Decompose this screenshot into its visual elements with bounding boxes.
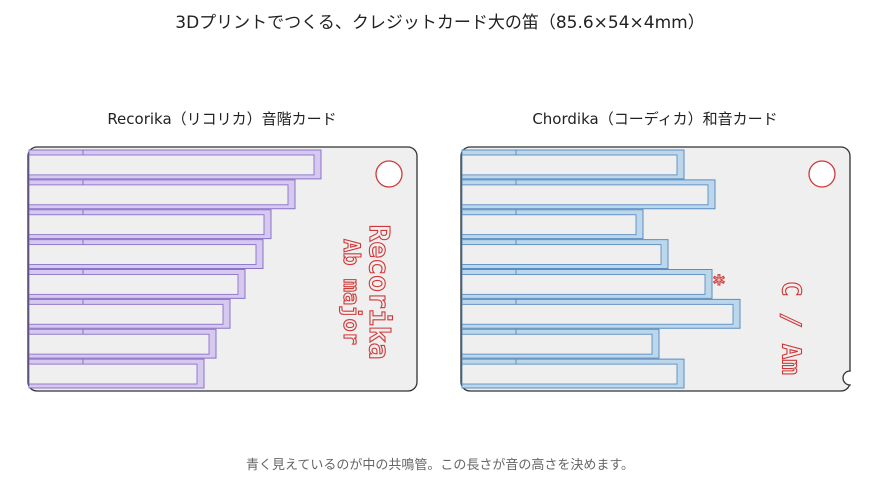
marker-symbol: * xyxy=(712,272,725,297)
resonator-tube xyxy=(461,239,669,269)
hanging-hole xyxy=(375,160,403,188)
card-label-secondary: Ab major xyxy=(338,239,363,345)
chordika-card: C / Am * xyxy=(460,146,859,392)
resonator-tube xyxy=(28,328,217,359)
resonator-tube xyxy=(28,358,205,389)
resonator-tube xyxy=(28,298,231,329)
card-caption-recorika: Recorika（リコリカ）音階カード xyxy=(107,110,337,128)
page-title: 3Dプリントでつくる、クレジットカード大の笛（85.6×54×4mm） xyxy=(175,13,705,33)
resonator-tube xyxy=(28,209,272,240)
resonator-tube xyxy=(461,298,741,329)
card-caption-chordika: Chordika（コーディカ）和音カード xyxy=(532,110,778,128)
resonator-tube xyxy=(461,209,644,240)
resonator-tube xyxy=(461,328,660,359)
resonator-tube xyxy=(461,149,685,180)
resonator-tube xyxy=(461,358,685,389)
card-label-primary: Recorika xyxy=(363,225,396,360)
resonator-tube xyxy=(461,179,716,210)
hanging-hole xyxy=(808,160,836,188)
resonator-tube xyxy=(28,239,264,269)
resonator-tube xyxy=(461,269,713,299)
resonator-tube xyxy=(28,269,246,299)
card-label-primary: C / Am xyxy=(776,281,806,375)
resonator-tube xyxy=(28,149,322,180)
footnote: 青く見えているのが中の共鳴管。この長さが音の高さを決めます。 xyxy=(245,458,635,473)
resonator-tube xyxy=(28,179,296,210)
